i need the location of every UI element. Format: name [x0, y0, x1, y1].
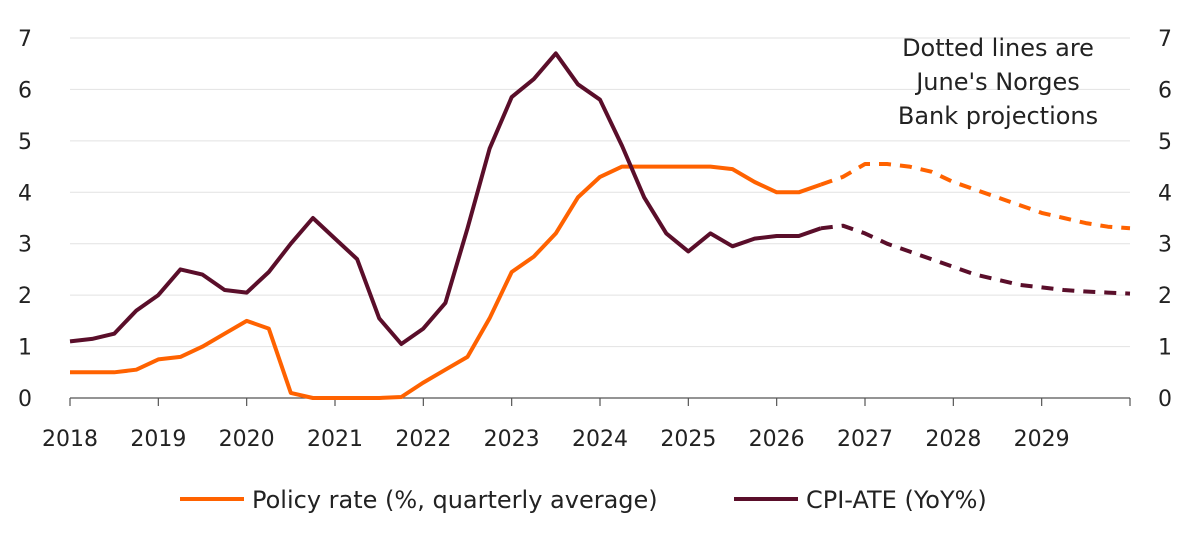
- projection-line: [820, 223, 1131, 296]
- y-tick-label-right: 6: [1158, 78, 1172, 103]
- x-tick-label: 2024: [572, 427, 628, 452]
- y-tick-label-right: 7: [1158, 27, 1172, 52]
- y-tick-label-left: 3: [18, 233, 32, 258]
- legend-label: CPI-ATE (YoY%): [806, 486, 987, 514]
- y-tick-label-left: 0: [18, 387, 32, 412]
- x-tick-label: 2027: [837, 427, 893, 452]
- legend-label: Policy rate (%, quarterly average): [252, 486, 658, 514]
- x-tick-label: 2020: [219, 427, 275, 452]
- y-tick-label-right: 3: [1158, 233, 1172, 258]
- projection-line: [820, 162, 1131, 231]
- y-tick-label-right: 4: [1158, 181, 1172, 206]
- x-tick-label: 2023: [484, 427, 540, 452]
- gridlines: [70, 37, 1130, 348]
- x-axis-ticks: 2018 2019 2020 2021 2022 2023 2024 2025 2026 2027…: [42, 398, 1131, 452]
- y-axis-left-ticks: 0 1 2 3 4 5 6 7: [18, 27, 32, 412]
- note-line: Bank projections: [898, 102, 1098, 130]
- y-tick-label-right: 1: [1158, 336, 1172, 361]
- y-tick-label-left: 2: [18, 284, 32, 309]
- y-tick-label-left: 6: [18, 78, 32, 103]
- x-tick-label: 2019: [130, 427, 186, 452]
- x-tick-label: 2028: [925, 427, 981, 452]
- note-line: Dotted lines are: [902, 34, 1094, 62]
- y-tick-label-right: 0: [1158, 387, 1172, 412]
- y-tick-label-left: 7: [18, 27, 32, 52]
- y-tick-label-left: 1: [18, 336, 32, 361]
- x-tick-label: 2025: [660, 427, 716, 452]
- series-lines: [69, 51, 1131, 400]
- y-axis-right-ticks: 0 1 2 3 4 5 6 7: [1158, 27, 1172, 412]
- x-tick-label: 2026: [749, 427, 805, 452]
- note-line: June's Norges: [914, 68, 1080, 96]
- series-line: [69, 51, 822, 346]
- x-tick-label: 2018: [42, 427, 98, 452]
- y-tick-label-right: 5: [1158, 130, 1172, 155]
- y-tick-label-right: 2: [1158, 284, 1172, 309]
- x-tick-label: 2022: [395, 427, 451, 452]
- series-line: [70, 164, 822, 400]
- x-tick-label: 2021: [307, 427, 363, 452]
- projection-note: Dotted lines are June's Norges Bank projec…: [898, 34, 1098, 130]
- y-tick-label-left: 4: [18, 181, 32, 206]
- legend: Policy rate (%, quarterly average) CPI-AT…: [180, 486, 987, 514]
- x-tick-label: 2029: [1014, 427, 1070, 452]
- y-tick-label-left: 5: [18, 130, 32, 155]
